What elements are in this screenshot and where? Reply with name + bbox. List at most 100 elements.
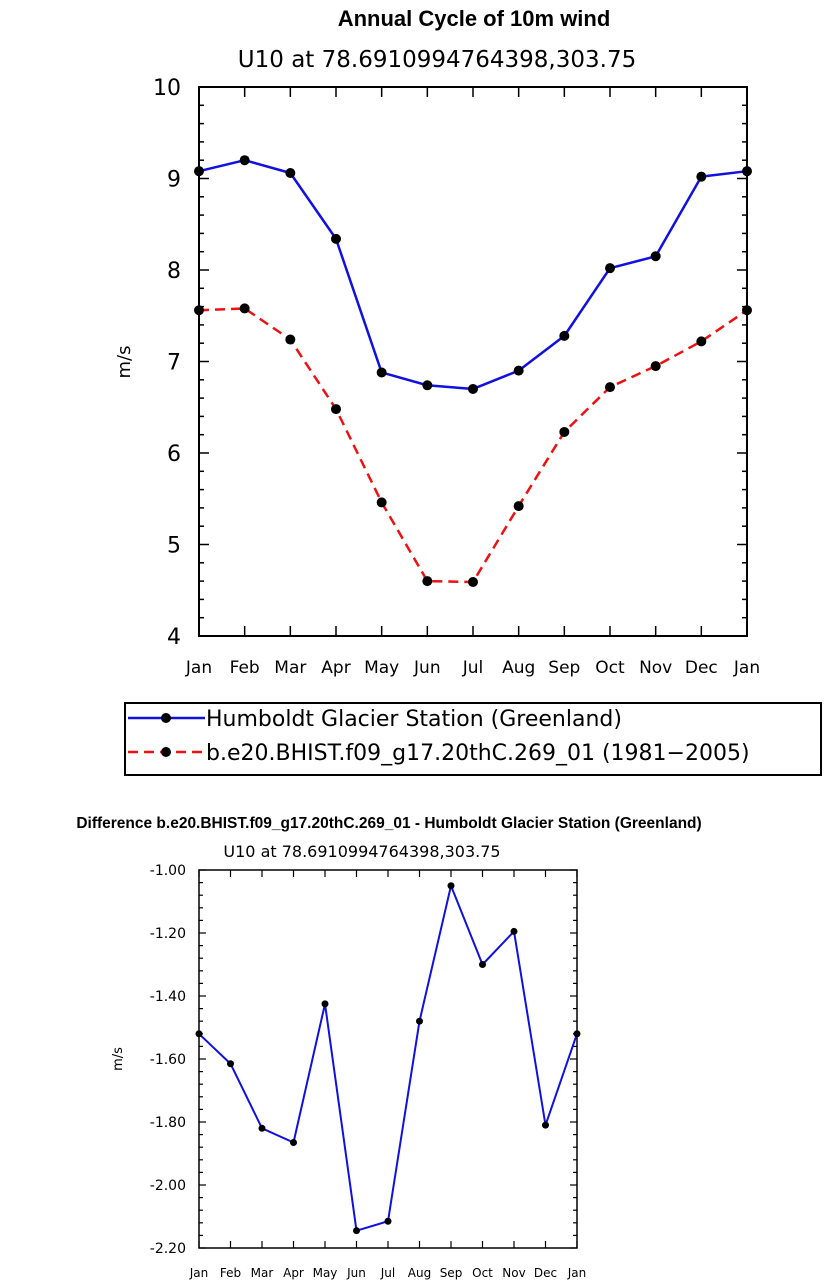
chart2-data-point [321,1000,329,1008]
x-tick-label: Apr [321,658,350,678]
chart2-data-point [384,1217,392,1225]
chart1-series-line-1 [198,158,748,391]
x-tick-label: Jul [462,658,484,678]
legend-label-observed: Humboldt Glacier Station (Greenland) [206,707,622,732]
chart1-data-point [194,305,204,316]
chart1-data-point [239,303,250,314]
chart1-data-point [559,426,570,437]
chart1-series [194,155,752,588]
y-tick-label: 5 [167,534,181,559]
y-tick-label: 10 [153,76,181,101]
chart1-data-point [650,361,661,372]
chart1-data-point [650,251,661,262]
chart1-data-point [468,577,478,588]
x-tick-label: Dec [685,658,718,678]
y-tick-label: 6 [167,442,181,467]
x-tick-label: Mar [251,1266,274,1280]
x-tick-label: May [364,658,399,678]
y-tick-label: -1.60 [150,1052,186,1068]
chart1-data-point [376,367,387,378]
x-tick-label: Jan [567,1266,587,1280]
chart1-data-point [331,233,341,244]
chart1-data-point [742,305,752,316]
x-tick-label: May [313,1266,338,1280]
chart1-data-point [194,166,204,177]
chart2-data-point [573,1030,581,1038]
chart2-data-point [258,1124,266,1132]
x-tick-label: Jan [733,658,760,678]
chart1-data-point [285,168,296,179]
chart2-series [195,882,581,1235]
x-tick-label: Nov [639,658,672,678]
chart2-data-point [353,1227,360,1235]
x-tick-label: Sep [440,1266,463,1280]
y-tick-label: -1.40 [150,989,186,1005]
x-tick-label: Jan [189,1266,209,1280]
y-tick-label: -1.20 [150,926,186,942]
chart1-ylabel: m/s [114,346,135,379]
y-tick-label: 7 [167,351,181,376]
chart1-legend: Humboldt Glacier Station (Greenland) b.e… [124,702,822,776]
legend-box [124,702,822,776]
chart1-data-point [696,336,707,347]
x-tick-label: Feb [230,658,260,678]
chart2-data-point [290,1138,297,1146]
chart1-data-point [605,382,615,393]
chart2-data-point [416,1017,423,1025]
chart1-subtitle: U10 at 78.6910994764398,303.75 [238,47,636,73]
chart1-data-point [513,501,524,512]
chart2-ylabel: m/s [111,1047,126,1071]
x-tick-label: Aug [408,1266,431,1280]
legend-label-model: b.e20.BHIST.f09_g17.20thC.269_01 (1981−2… [206,741,750,766]
chart1-data-point [422,380,433,391]
x-tick-label: Jun [413,658,441,678]
x-tick-label: Aug [502,658,535,678]
legend-marker-model [161,747,171,757]
chart1-data-point [239,155,250,166]
x-tick-label: Oct [595,658,625,678]
legend-marker-observed [161,713,171,723]
chart2-data-point [510,927,518,935]
y-tick-label: 4 [167,625,181,650]
chart1-data-point [742,166,752,177]
chart2-data-point [542,1121,549,1129]
chart1-data-point [331,404,341,415]
chart1-series-line-2 [198,307,748,584]
chart1-data-point [696,171,707,182]
x-tick-label: Mar [274,658,306,678]
chart2-data-point [479,961,486,968]
x-tick-label: Apr [283,1266,304,1280]
x-tick-label: Nov [502,1266,525,1280]
x-tick-label: Dec [534,1266,557,1280]
chart1-data-point [285,334,296,345]
chart2-title: Difference b.e20.BHIST.f09_g17.20thC.269… [76,815,701,832]
chart2-axes: -2.20 -2.00 -1.80 -1.60 -1.40 -1.20 -1.00 Jan Fe… [150,863,586,1280]
chart2-series-line-1 [198,884,578,1232]
x-tick-label: Jan [185,658,212,678]
x-tick-label: Sep [548,658,580,678]
y-tick-label: 8 [167,259,181,284]
x-tick-label: Feb [220,1266,241,1280]
x-tick-label: Oct [472,1266,493,1280]
chart2-frame [198,869,578,1249]
chart2-data-point [227,1060,234,1068]
chart1-data-point [605,263,615,274]
chart1-data-point [513,365,524,376]
chart1-axes: 4 5 6 7 8 9 10 Jan Feb Mar Apr May Jun Jul Aug Sep Oct No… [153,76,760,678]
chart2-data-point [195,1030,203,1038]
y-tick-label: -1.00 [150,863,186,879]
chart1-data-point [422,576,433,587]
y-tick-label: 9 [167,168,181,193]
x-tick-label: Jun [346,1266,366,1280]
y-tick-label: -2.00 [150,1178,186,1194]
x-tick-label: Jul [380,1266,395,1280]
y-tick-label: -2.20 [150,1241,186,1257]
chart1-title: Annual Cycle of 10m wind [338,6,611,31]
chart1-data-point [559,330,570,341]
chart2-data-point [447,882,455,890]
chart1-data-point [376,497,387,508]
chart1-data-point [468,383,478,394]
y-tick-label: -1.80 [150,1115,186,1131]
chart2-subtitle: U10 at 78.6910994764398,303.75 [223,842,500,861]
